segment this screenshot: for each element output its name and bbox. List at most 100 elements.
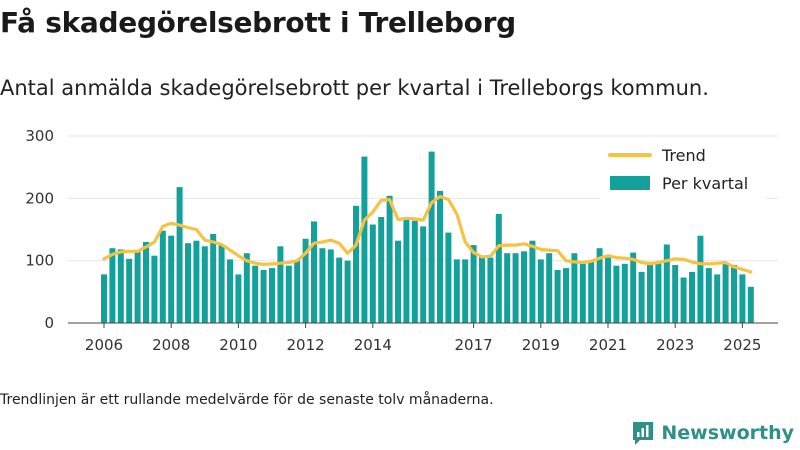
bar: [227, 259, 233, 323]
y-tick-label: 100: [25, 252, 54, 270]
bar: [176, 187, 183, 323]
bar: [579, 263, 586, 323]
footnote: Trendlinjen är ett rullande medelvärde f…: [0, 392, 494, 408]
chart-title: Få skadegörelsebrott i Trelleborg: [0, 6, 516, 39]
x-tick-label: 2006: [85, 336, 123, 354]
bar: [378, 217, 385, 323]
bar: [495, 213, 502, 323]
bar: [722, 263, 729, 323]
legend-trend-label: Trend: [661, 146, 706, 165]
x-axis: 2006 2008 2010 2012 2014 2017 2019 2021 2023 2025: [68, 322, 778, 354]
bar: [453, 259, 460, 323]
bar: [731, 265, 737, 323]
x-tick-label: 2008: [152, 336, 190, 354]
bar: [537, 259, 544, 323]
bar: [277, 246, 284, 323]
bar: [714, 274, 721, 323]
bar: [621, 263, 628, 323]
bar: [344, 260, 351, 323]
bar: [218, 245, 225, 323]
bar: [571, 253, 578, 323]
bar: [563, 268, 569, 323]
bar: [613, 265, 620, 323]
bar: [369, 224, 376, 323]
bar: [134, 251, 141, 323]
bar: [126, 258, 133, 323]
brand-name: Newsworthy: [661, 422, 794, 444]
bar: [159, 230, 166, 323]
trend-series: [102, 194, 753, 274]
bar: [311, 221, 317, 323]
trend-line: [102, 194, 753, 274]
bar: [285, 265, 292, 323]
bar: [109, 248, 116, 323]
bar: [504, 253, 511, 323]
bar: [462, 259, 469, 323]
bar: [655, 261, 662, 323]
x-tick-label: 2010: [219, 336, 257, 354]
x-tick-label: 2017: [455, 336, 493, 354]
bar: [243, 253, 250, 323]
bar: [151, 255, 158, 323]
bar: [747, 286, 754, 323]
bar: [210, 233, 217, 323]
bar: [630, 252, 637, 323]
bar: [168, 235, 175, 323]
bar: [605, 257, 611, 323]
x-tick-label: 2012: [287, 336, 325, 354]
bar: [269, 268, 275, 323]
bar-series: [101, 151, 754, 323]
x-tick-label: 2023: [656, 336, 694, 354]
bar: [437, 190, 443, 323]
bar: [294, 260, 301, 323]
x-tick-label: 2025: [723, 336, 761, 354]
legend-bar-label: Per kvartal: [662, 174, 748, 193]
legend-bar-swatch: [610, 176, 650, 190]
y-axis: 0 100 200 300: [25, 127, 54, 332]
legend-background: [600, 140, 766, 202]
bar: [705, 268, 712, 323]
bar: [739, 274, 746, 323]
bar: [529, 240, 536, 323]
bar: [353, 205, 359, 323]
brand-logo: Newsworthy: [631, 420, 794, 446]
x-tick-label: 2019: [522, 336, 560, 354]
y-tick-label: 300: [25, 127, 54, 145]
bar: [521, 251, 527, 323]
bar: [487, 257, 494, 323]
bar: [554, 270, 561, 323]
bar: [327, 249, 334, 323]
bar: [395, 240, 401, 323]
bar: [428, 151, 435, 323]
bar: [411, 220, 418, 323]
bar: [672, 265, 679, 323]
bar: [596, 248, 603, 323]
bar: [445, 232, 452, 323]
bar: [403, 217, 410, 323]
bar: [479, 255, 485, 323]
bar: [546, 253, 553, 323]
legend: Trend Per kvartal: [600, 140, 766, 202]
bar: [193, 240, 200, 323]
newsworthy-logo-icon: [633, 422, 654, 445]
y-tick-label: 0: [44, 314, 54, 332]
bar: [201, 246, 208, 323]
chart-subtitle: Antal anmälda skadegörelsebrott per kvar…: [0, 76, 709, 100]
bar: [588, 260, 595, 323]
bar: [680, 277, 687, 323]
x-tick-label: 2014: [354, 336, 392, 354]
bar: [647, 261, 653, 323]
bar: [319, 248, 326, 323]
bar: [386, 195, 393, 323]
bar: [252, 265, 259, 323]
bar: [512, 253, 519, 323]
bar: [697, 235, 704, 323]
y-tick-label: 200: [25, 189, 54, 207]
bar: [143, 242, 149, 323]
bar: [117, 249, 124, 323]
bar: [689, 271, 695, 323]
bar: [638, 271, 645, 323]
x-tick-label: 2021: [589, 336, 627, 354]
bar: [663, 244, 670, 323]
bar: [470, 245, 477, 323]
